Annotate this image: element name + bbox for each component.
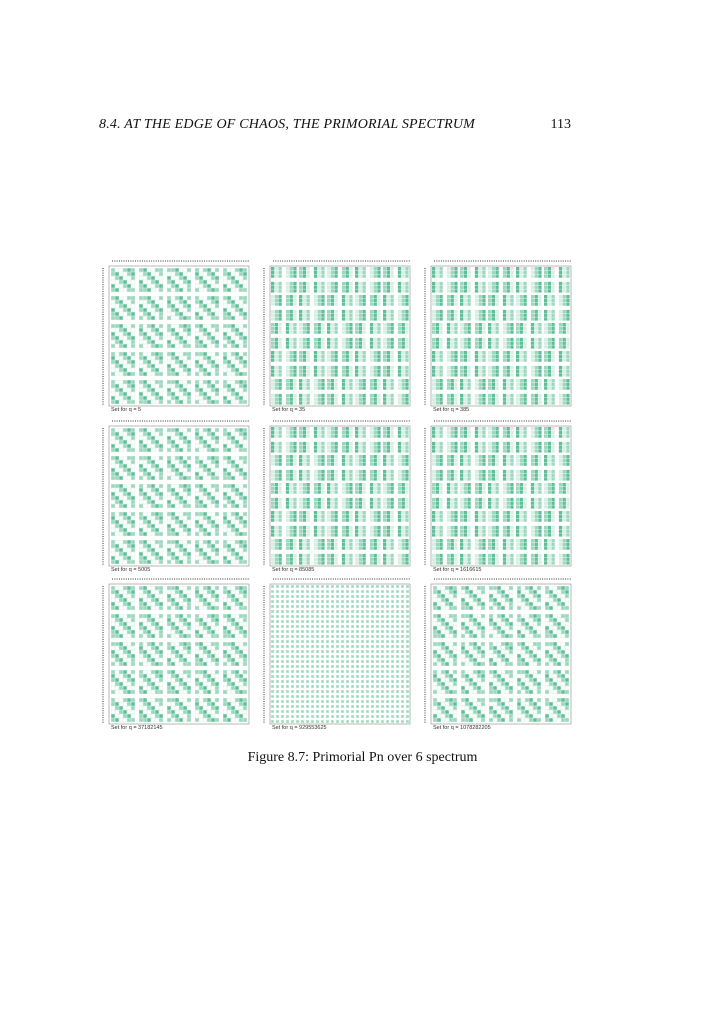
pattern-cross xyxy=(432,427,570,565)
pattern-blocks xyxy=(433,586,569,722)
panel-plot xyxy=(424,420,572,567)
plot-frame xyxy=(430,583,572,725)
panel-caption: Set for q = 929553625 xyxy=(272,725,327,731)
spectrum-panel-q385: Set for q = 385 xyxy=(422,258,572,416)
plot-frame xyxy=(430,265,572,407)
spectrum-panel-q1078282205: Set for q = 1078282205 xyxy=(422,576,572,734)
plot-frame xyxy=(108,583,250,725)
axis-ticks xyxy=(102,260,249,405)
figure-caption: Figure 8.7: Primorial Pn over 6 spectrum xyxy=(247,750,478,765)
axis-ticks xyxy=(263,260,410,405)
panel-caption: Set for q = 385 xyxy=(433,407,470,413)
panel-plot xyxy=(263,578,411,725)
panel-plot xyxy=(263,260,411,407)
page-number: 113 xyxy=(550,117,571,132)
panel-caption: Set for q = 5005 xyxy=(111,567,151,573)
pattern-blocks xyxy=(111,586,247,722)
plot-frame xyxy=(269,265,411,407)
plot-frame xyxy=(269,425,411,567)
axis-ticks xyxy=(263,420,410,565)
spectrum-panel-q35: Set for q = 35 xyxy=(261,258,411,416)
spectrum-panel-q37182145: Set for q = 37182145 xyxy=(100,576,250,734)
running-head: 8.4. AT THE EDGE OF CHAOS, THE PRIMORIAL… xyxy=(99,117,571,135)
panel-plot xyxy=(102,420,250,567)
pattern-blocks xyxy=(111,268,247,404)
panel-plot xyxy=(102,260,250,407)
panel-caption: Set for q = 85085 xyxy=(272,567,315,573)
axis-ticks xyxy=(424,260,571,405)
panel-caption: Set for q = 5 xyxy=(111,407,142,413)
plot-frame xyxy=(430,425,572,567)
panel-plot xyxy=(424,260,572,407)
panel-caption: Set for q = 1078282205 xyxy=(433,725,491,731)
panel-plot xyxy=(102,578,250,725)
axis-ticks xyxy=(424,578,571,723)
panel-plot xyxy=(263,420,411,567)
spectrum-panel-q5: Set for q = 5 xyxy=(100,258,250,416)
panel-plot xyxy=(424,578,572,725)
spectrum-figure: Set for q = 5 Set for q = 35 Set for q =… xyxy=(100,258,572,736)
pattern-dots xyxy=(271,585,409,723)
panel-caption: Set for q = 1616615 xyxy=(433,567,482,573)
pattern-cross xyxy=(271,267,409,405)
axis-ticks xyxy=(424,420,571,565)
axis-ticks xyxy=(102,578,249,723)
plot-frame xyxy=(108,425,250,567)
pattern-blocks xyxy=(111,428,247,564)
panel-caption: Set for q = 37182145 xyxy=(111,725,163,731)
axis-ticks xyxy=(263,578,410,723)
spectrum-panel-q5005: Set for q = 5005 xyxy=(100,418,250,576)
pattern-cross xyxy=(432,267,570,405)
spectrum-panel-q929553625: Set for q = 929553625 xyxy=(261,576,411,734)
panel-caption: Set for q = 35 xyxy=(272,407,306,413)
spectrum-panel-q1616615: Set for q = 1616615 xyxy=(422,418,572,576)
pattern-cross xyxy=(271,427,409,565)
plot-frame xyxy=(108,265,250,407)
spectrum-panel-q85085: Set for q = 85085 xyxy=(261,418,411,576)
plot-frame xyxy=(269,583,411,725)
section-title: 8.4. AT THE EDGE OF CHAOS, THE PRIMORIAL… xyxy=(99,117,475,132)
axis-ticks xyxy=(102,420,249,565)
